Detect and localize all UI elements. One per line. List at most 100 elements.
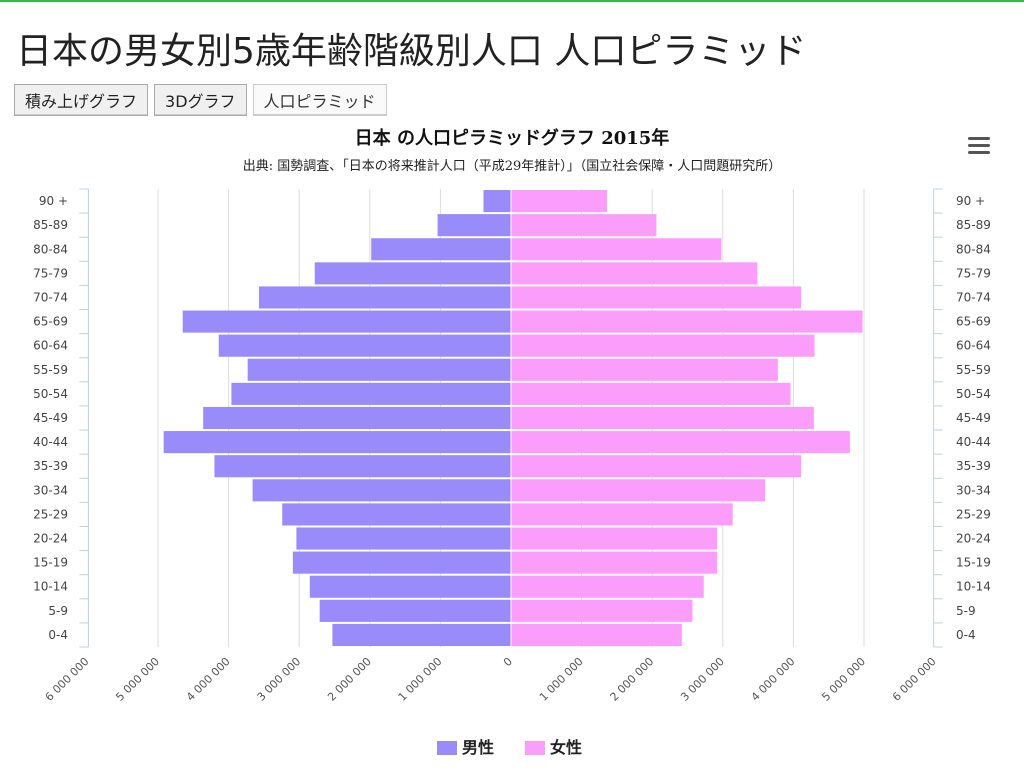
age-label-right: 85-89 — [956, 218, 991, 232]
age-label-left: 35-39 — [33, 459, 68, 473]
female-bar — [511, 551, 718, 574]
male-bar — [252, 479, 511, 502]
age-label-right: 75-79 — [956, 266, 991, 280]
female-bar — [511, 238, 722, 261]
chart-subtitle: 出典: 国勢調査、「日本の将来推計人口（平成29年推計）」（国立社会保障・人口問… — [243, 158, 782, 174]
age-label-left: 45-49 — [33, 411, 68, 425]
age-label-right: 80-84 — [956, 242, 991, 256]
male-bar — [292, 551, 511, 574]
male-bar — [319, 599, 511, 622]
page-title: 日本の男女別5歳年齢階級別人口 人口ピラミッド — [16, 31, 807, 72]
age-label-left: 75-79 — [33, 266, 68, 280]
x-tick-label: 4 000 000 — [749, 655, 798, 704]
female-bar — [511, 406, 814, 430]
age-label-left: 70-74 — [33, 290, 68, 304]
x-tick-label: 6 000 000 — [43, 655, 92, 704]
x-tick-label: 2 000 000 — [608, 655, 657, 704]
age-label-right: 45-49 — [956, 411, 991, 425]
female-bar — [511, 431, 850, 454]
female-bar — [511, 479, 766, 502]
male-bar — [203, 406, 511, 430]
age-label-right: 30-34 — [956, 483, 991, 497]
age-label-right: 35-39 — [956, 459, 991, 473]
female-bar — [511, 214, 657, 237]
female-bar — [511, 575, 704, 598]
female-bar — [511, 358, 778, 381]
male-bar — [214, 455, 512, 478]
age-label-left: 80-84 — [33, 242, 68, 256]
female-bar — [511, 310, 863, 333]
age-label-left: 55-59 — [33, 363, 68, 377]
age-label-right: 20-24 — [956, 532, 991, 546]
3d-graph-button[interactable]: 3Dグラフ — [154, 84, 247, 116]
male-bar — [258, 286, 511, 309]
x-tick-label: 6 000 000 — [890, 655, 939, 704]
age-label-right: 15-19 — [956, 556, 991, 570]
age-label-right: 0-4 — [956, 628, 976, 642]
male-bar — [314, 262, 511, 285]
age-label-right: 60-64 — [956, 339, 991, 353]
male-bar — [182, 310, 511, 333]
x-tick-label: 0 — [501, 655, 515, 669]
chart-title: 日本 の人口ピラミッドグラフ 2015年 — [355, 127, 670, 149]
age-label-left: 15-19 — [33, 556, 68, 570]
female-bar — [511, 455, 802, 478]
male-bar — [163, 431, 511, 454]
population-pyramid-button[interactable]: 人口ピラミッド — [252, 84, 387, 116]
female-bar — [511, 623, 682, 646]
age-label-left: 50-54 — [33, 387, 68, 401]
age-label-right: 90 + — [956, 194, 985, 208]
x-tick-label: 5 000 000 — [819, 655, 868, 704]
age-label-right: 55-59 — [956, 363, 991, 377]
age-label-right: 65-69 — [956, 315, 991, 329]
female-bar — [511, 527, 718, 550]
age-label-left: 10-14 — [33, 580, 68, 594]
age-label-left: 60-64 — [33, 339, 68, 353]
age-label-left: 5-9 — [48, 604, 68, 618]
bars — [163, 189, 863, 647]
age-label-left: 30-34 — [33, 483, 68, 497]
age-label-left: 20-24 — [33, 532, 68, 546]
x-tick-label: 1 000 000 — [537, 655, 586, 704]
male-bar — [371, 238, 511, 261]
male-bar — [332, 623, 511, 646]
male-bar — [218, 334, 511, 357]
female-bar — [511, 286, 802, 309]
age-label-left: 90 + — [39, 194, 68, 208]
male-bar — [483, 190, 511, 213]
legend: 男性 女性 — [437, 738, 582, 757]
age-label-left: 0-4 — [48, 628, 68, 642]
x-tick-label: 2 000 000 — [325, 655, 374, 704]
male-bar — [247, 358, 512, 381]
male-bar — [437, 214, 511, 237]
x-tick-label: 1 000 000 — [396, 655, 445, 704]
male-bar — [309, 575, 511, 598]
hamburger-menu-icon[interactable] — [968, 137, 990, 155]
age-label-right: 50-54 — [956, 387, 991, 401]
top-accent-line — [0, 0, 1024, 2]
legend-label-male: 男性 — [462, 738, 494, 757]
female-bar — [511, 503, 733, 526]
female-bar — [511, 382, 791, 405]
x-tick-label: 3 000 000 — [255, 655, 304, 704]
age-label-right: 25-29 — [956, 507, 991, 521]
age-label-left: 25-29 — [33, 507, 68, 521]
age-label-right: 70-74 — [956, 290, 991, 304]
chart-type-buttons: 積み上げグラフ 3Dグラフ 人口ピラミッド — [14, 84, 393, 116]
population-pyramid-chart: 日本 の人口ピラミッドグラフ 2015年 出典: 国勢調査、「日本の将来推計人口… — [33, 127, 991, 757]
age-label-right: 5-9 — [956, 604, 976, 618]
legend-label-female: 女性 — [550, 738, 582, 757]
age-label-left: 65-69 — [33, 315, 68, 329]
age-label-left: 40-44 — [33, 435, 68, 449]
male-bar — [296, 527, 511, 550]
age-label-left: 85-89 — [33, 218, 68, 232]
x-tick-label: 3 000 000 — [678, 655, 727, 704]
female-bar — [511, 190, 608, 213]
female-bar — [511, 599, 693, 622]
legend-swatch-female — [525, 741, 545, 755]
x-tick-label: 4 000 000 — [184, 655, 233, 704]
male-bar — [282, 503, 511, 526]
legend-swatch-male — [437, 741, 457, 755]
x-tick-label: 5 000 000 — [113, 655, 162, 704]
stacked-graph-button[interactable]: 積み上げグラフ — [14, 84, 149, 116]
